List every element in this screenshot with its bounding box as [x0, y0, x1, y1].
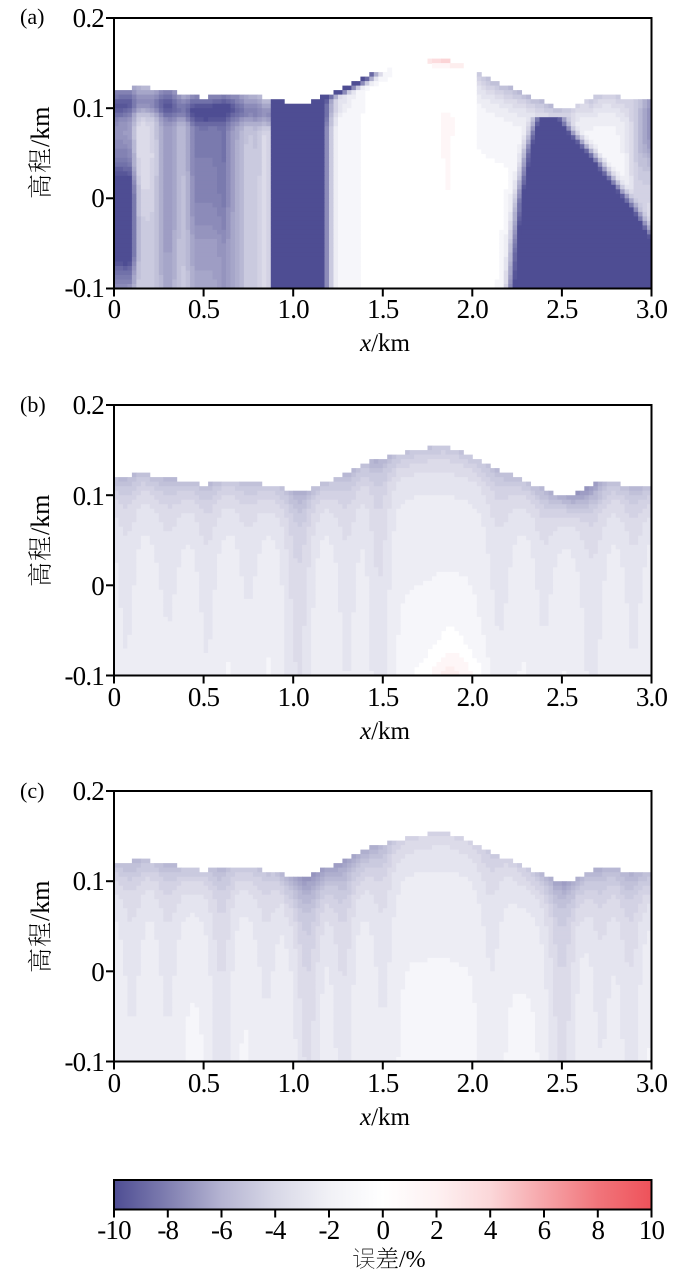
- svg-text:/km: /km: [26, 494, 55, 534]
- svg-text:/%: /%: [399, 1247, 426, 1273]
- svg-text:/km: /km: [26, 106, 55, 146]
- svg-text:/km: /km: [26, 880, 55, 920]
